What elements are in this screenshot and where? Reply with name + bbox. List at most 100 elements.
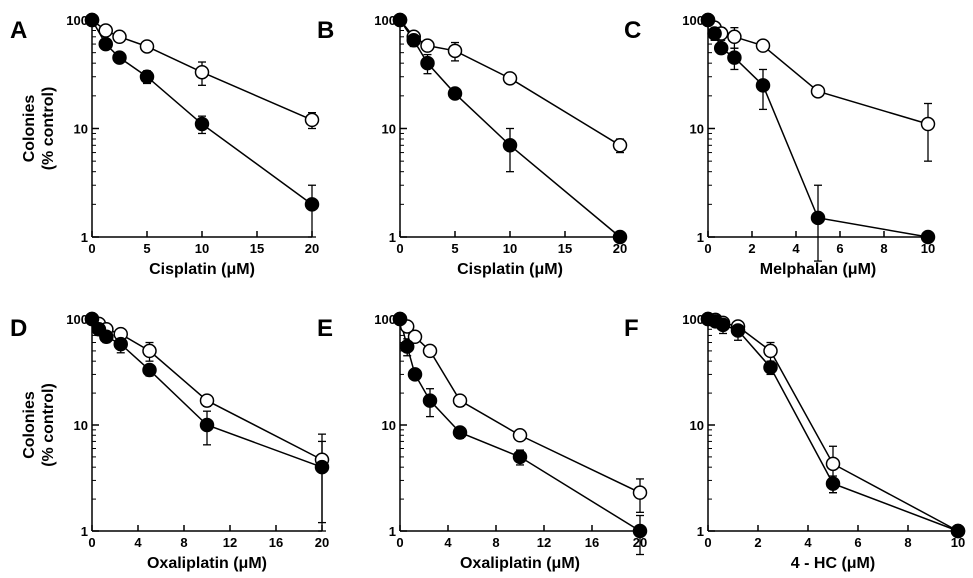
y-tick-label: 1 <box>697 230 704 245</box>
panel-e: E 1 10 100 0 4 8 12 16 20 Oxaliplatin (μM) <box>317 311 648 572</box>
x-tick-label: 8 <box>180 535 187 550</box>
data-point-filled <box>727 50 742 65</box>
y-axis-label-line: (% control) <box>40 383 57 467</box>
data-point-filled <box>314 459 330 475</box>
data-point-open <box>194 64 210 80</box>
data-point-open <box>142 343 157 359</box>
y-tick-label: 1 <box>389 230 396 245</box>
data-point-filled <box>707 26 722 41</box>
x-tick-label: 6 <box>854 535 861 550</box>
y-axis-label-line: Colonies <box>21 391 38 459</box>
data-point-filled <box>84 12 100 28</box>
series-line-filled <box>707 318 959 532</box>
x-tick-label: 0 <box>396 241 403 256</box>
y-tick-label: 10 <box>74 418 88 433</box>
x-tick-label: 0 <box>396 535 403 550</box>
x-tick-label: 2 <box>754 535 761 550</box>
data-point-filled <box>950 523 966 539</box>
data-point-open <box>98 23 113 38</box>
x-tick-label: 12 <box>537 535 551 550</box>
data-point-open <box>304 112 320 128</box>
x-tick-label: 2 <box>748 241 755 256</box>
y-tick-label: 100 <box>682 13 704 28</box>
data-point-open <box>452 393 468 408</box>
y-tick-label: 100 <box>66 312 88 327</box>
data-point-filled <box>447 86 463 101</box>
x-tick-label: 16 <box>585 535 599 550</box>
data-point-filled <box>399 339 415 354</box>
data-point-filled <box>810 210 826 226</box>
data-point-open <box>447 43 463 59</box>
x-tick-label: 4 <box>134 535 142 550</box>
data-point-filled <box>512 449 528 465</box>
data-point-open <box>920 116 936 132</box>
series-line-open <box>399 318 641 494</box>
x-axis-label: Oxaliplatin (μM) <box>147 555 267 572</box>
y-tick-label: 100 <box>374 312 396 327</box>
panel-b: B 1 10 100 0 5 10 15 20 Cisplatin (μM) <box>317 12 628 278</box>
y-axis-label: Colonies (% control) <box>21 87 57 171</box>
x-axis-label: Melphalan (μM) <box>760 261 876 278</box>
panel-a: A 1 10 100 0 5 10 15 20 Cisplatin (μM) Colonies (% … <box>10 12 320 278</box>
panel-letter: C <box>624 17 641 44</box>
x-tick-label: 8 <box>492 535 499 550</box>
y-tick-label: 100 <box>66 13 88 28</box>
x-tick-label: 20 <box>315 535 329 550</box>
x-tick-label: 10 <box>195 241 209 256</box>
data-point-filled <box>763 360 778 375</box>
series-line-filled <box>91 19 313 205</box>
x-tick-label: 0 <box>88 535 95 550</box>
y-tick-label: 100 <box>374 13 396 28</box>
data-point-open <box>422 343 438 359</box>
data-point-filled <box>113 336 128 352</box>
data-point-open <box>825 456 841 472</box>
data-point-filled <box>755 78 771 93</box>
x-tick-label: 0 <box>704 241 711 256</box>
data-point-filled <box>407 367 423 382</box>
data-point-open <box>755 38 771 53</box>
data-point-filled <box>199 417 215 433</box>
x-tick-label: 15 <box>558 241 572 256</box>
panel-letter: F <box>624 315 639 342</box>
y-tick-label: 10 <box>382 418 396 433</box>
x-tick-label: 10 <box>921 241 935 256</box>
data-point-open <box>810 84 826 99</box>
data-point-filled <box>139 69 155 84</box>
data-point-filled <box>98 36 113 52</box>
y-tick-label: 10 <box>74 122 88 137</box>
data-point-filled <box>502 138 518 153</box>
data-point-filled <box>825 476 841 491</box>
data-point-filled <box>392 12 408 28</box>
data-point-filled <box>632 523 648 539</box>
x-axis-label: 4 - HC (μM) <box>791 555 875 572</box>
data-point-filled <box>700 12 716 28</box>
panel-letter: A <box>10 17 27 44</box>
data-point-open <box>502 71 518 86</box>
x-axis-label: Oxaliplatin (μM) <box>460 555 580 572</box>
x-tick-label: 0 <box>88 241 95 256</box>
data-point-filled <box>84 311 100 327</box>
x-tick-label: 8 <box>904 535 911 550</box>
x-tick-label: 5 <box>451 241 458 256</box>
x-tick-label: 16 <box>269 535 283 550</box>
data-point-filled <box>713 40 729 56</box>
y-tick-label: 10 <box>690 122 704 137</box>
data-point-filled <box>304 197 320 212</box>
data-point-open <box>112 29 127 45</box>
panel-letter: E <box>317 315 333 342</box>
series-line-open <box>707 318 959 532</box>
data-point-filled <box>142 362 157 378</box>
y-tick-label: 1 <box>697 524 704 539</box>
x-tick-label: 20 <box>305 241 319 256</box>
x-tick-label: 20 <box>613 241 627 256</box>
x-tick-label: 0 <box>704 535 711 550</box>
data-point-filled <box>112 50 127 65</box>
panel-c: C 1 10 100 0 2 4 6 8 10 Melphalan (μM) <box>624 12 936 278</box>
x-tick-label: 8 <box>880 241 887 256</box>
panel-f: F 1 10 100 0 2 4 6 8 10 4 - HC (μM) <box>624 311 966 572</box>
x-axis-label: Cisplatin (μM) <box>457 261 563 278</box>
data-point-open <box>420 38 435 53</box>
data-point-filled <box>422 393 438 408</box>
x-tick-label: 10 <box>503 241 517 256</box>
